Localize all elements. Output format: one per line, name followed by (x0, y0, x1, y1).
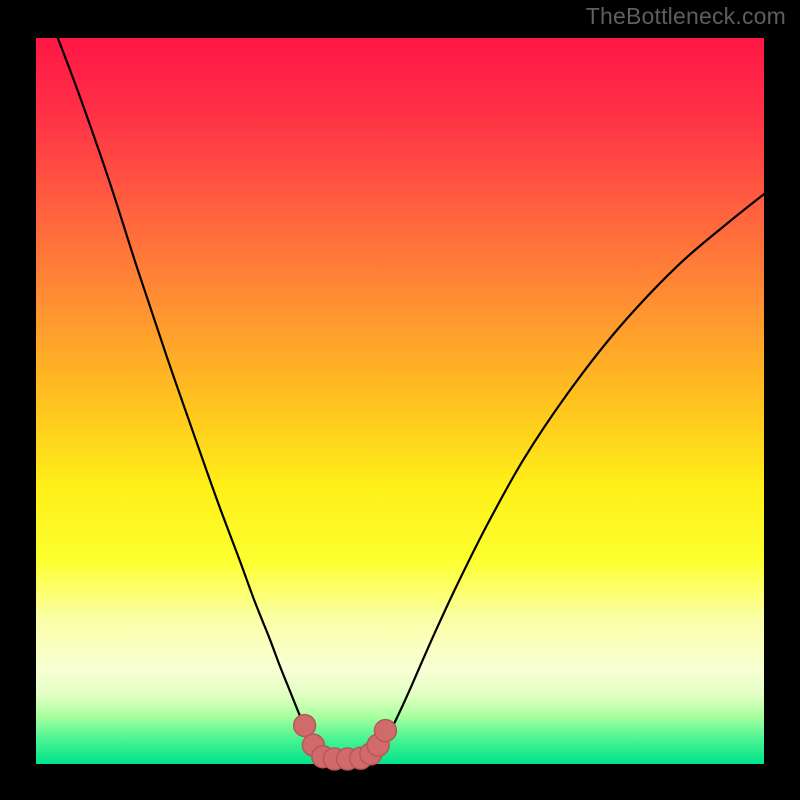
curve-marker (374, 720, 396, 742)
curve-marker (337, 748, 359, 770)
curve-marker (367, 734, 389, 756)
curve-marker (350, 747, 372, 769)
bottleneck-curve (58, 38, 764, 758)
curve-marker (323, 748, 345, 770)
chart-svg (36, 38, 764, 764)
chart-root: TheBottleneck.com (0, 0, 800, 800)
plot-area (36, 38, 764, 764)
curve-marker (302, 734, 324, 756)
curve-marker (360, 743, 382, 765)
curve-marker (312, 746, 334, 768)
curve-marker (294, 715, 316, 737)
watermark: TheBottleneck.com (586, 3, 786, 30)
